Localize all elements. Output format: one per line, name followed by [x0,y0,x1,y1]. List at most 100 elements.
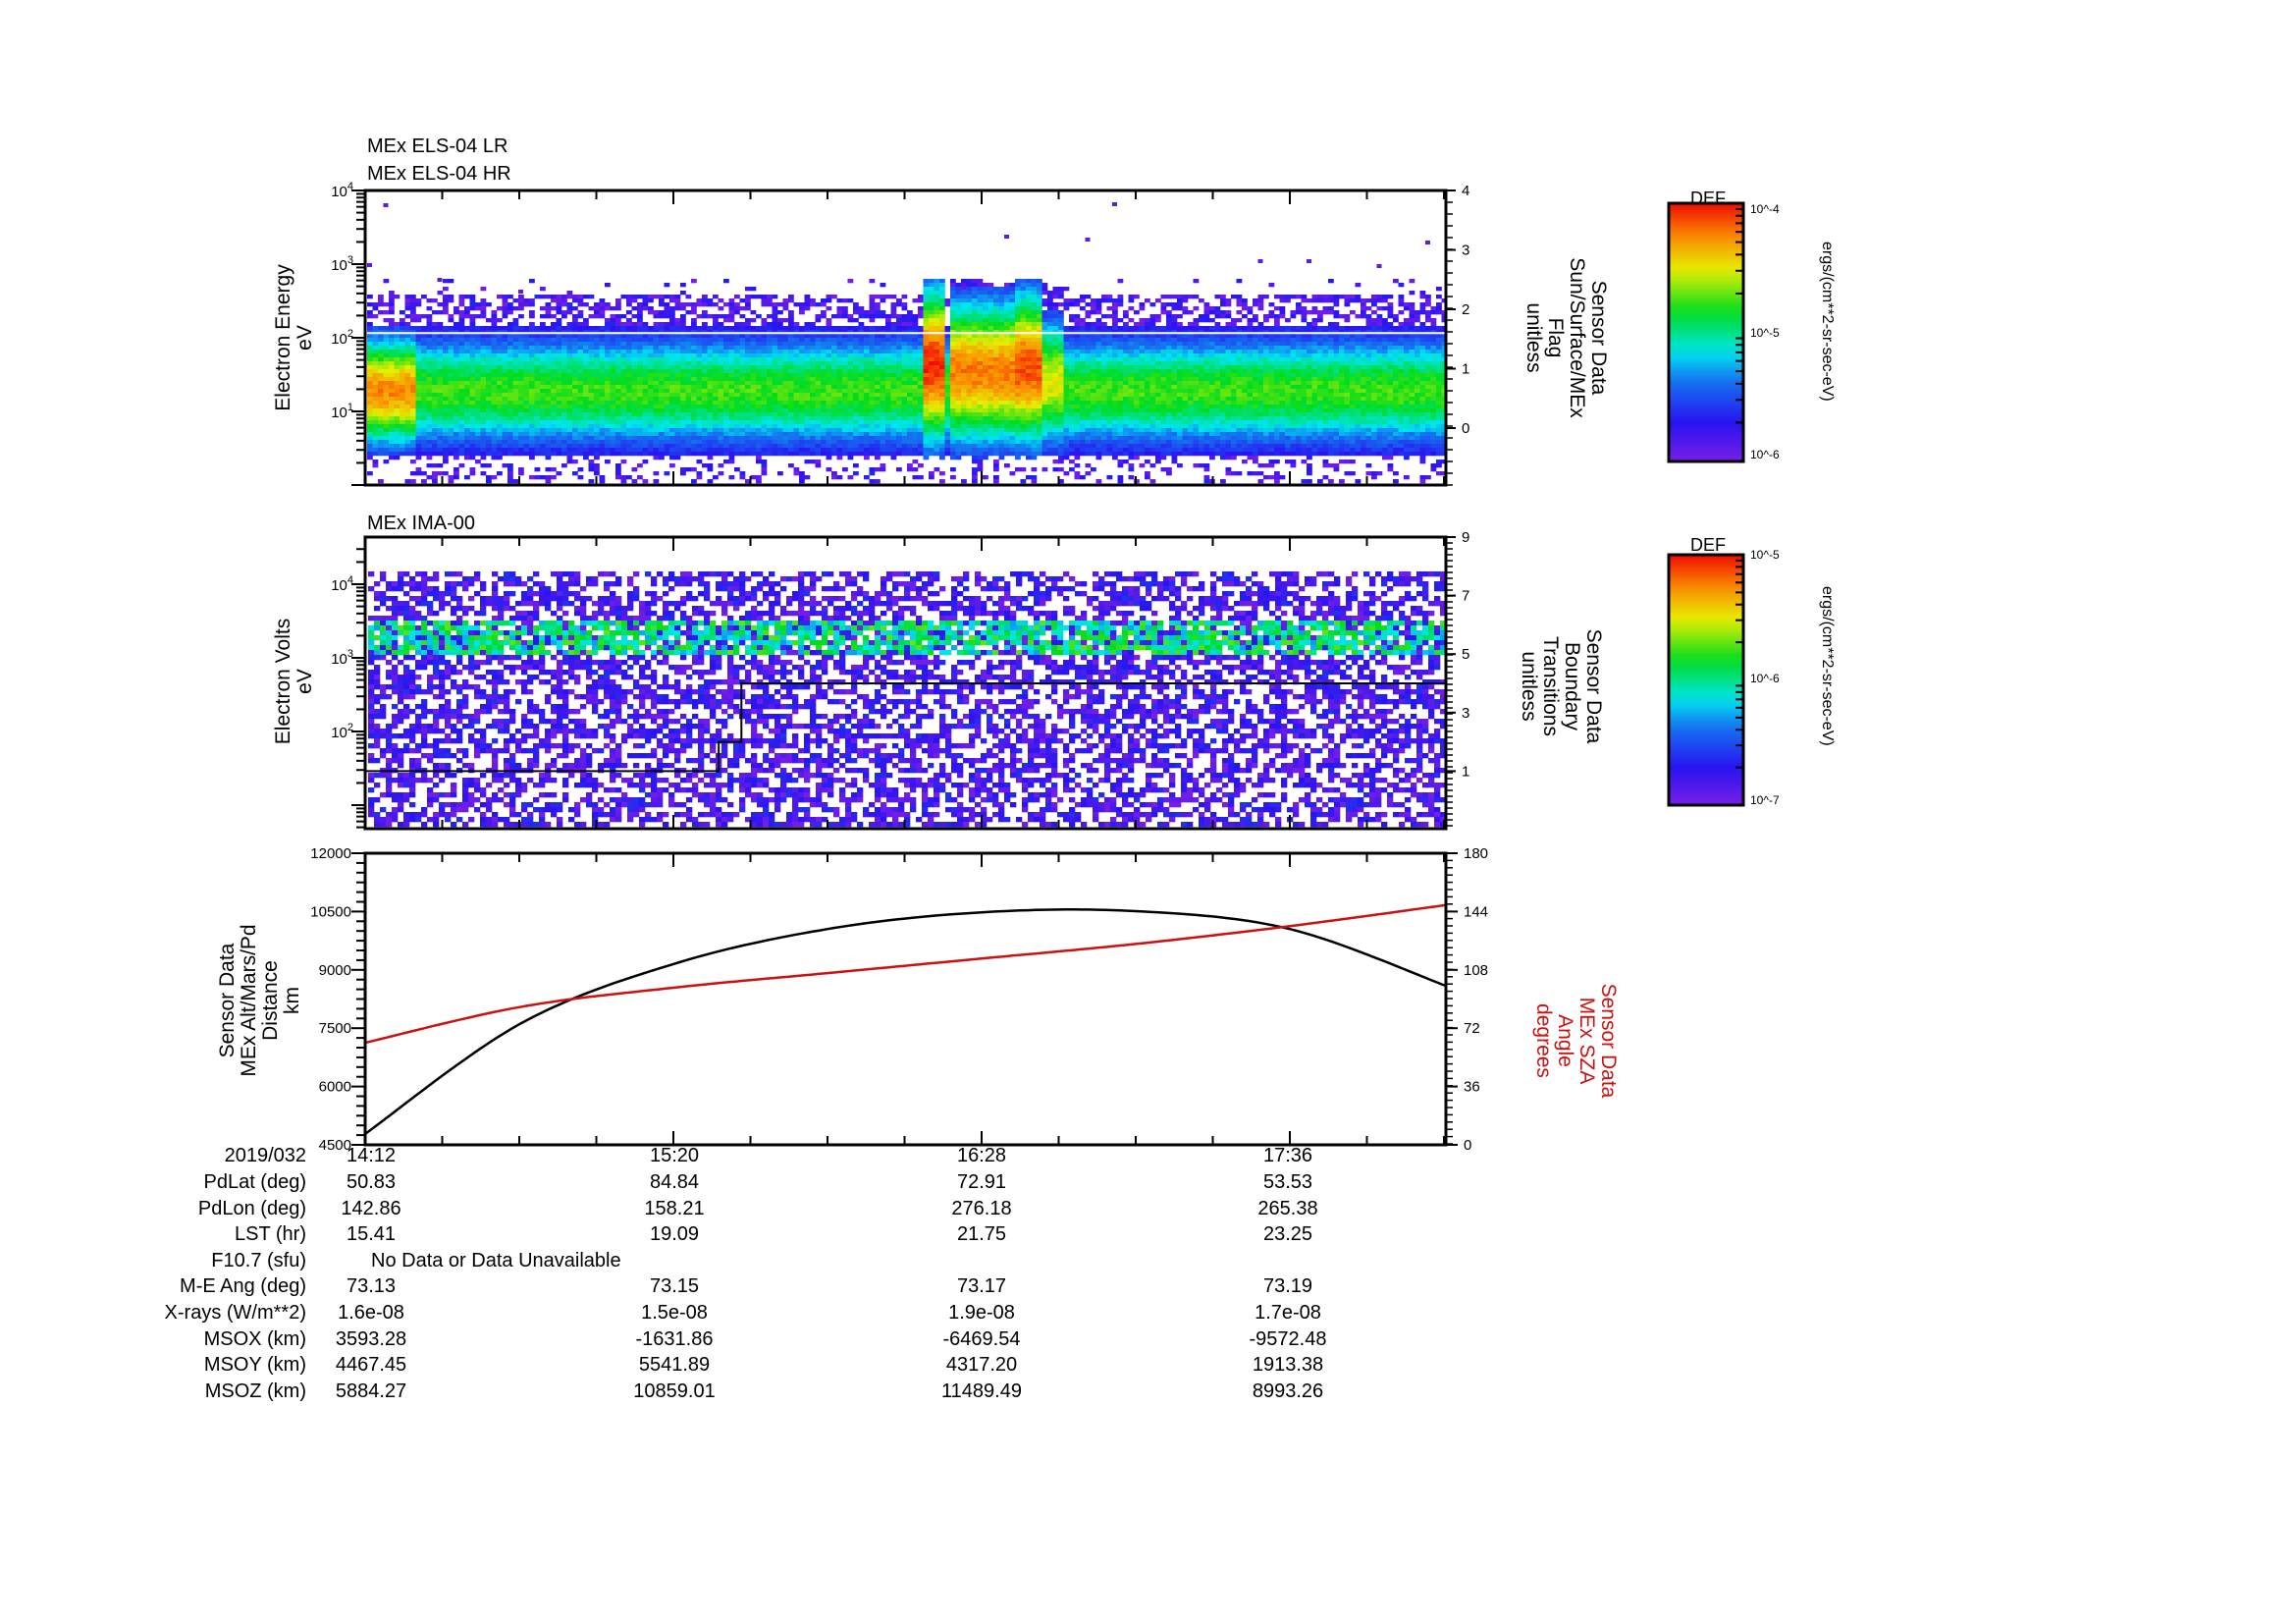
x-tick-2: 16:28 [956,1145,1007,1166]
orbit-line-plot: 12000 10500 9000 7500 6000 4500 180 144 108 72 36 0 [310,845,1488,1154]
els-y-tick-label: 102 [331,328,353,348]
info-row-value: 73.17 [956,1275,1007,1297]
els-y-tick-label: 103 [331,254,353,274]
orbit-right-ylabel-line2: MEx SZA [1575,997,1598,1085]
ima-right-ylabel: Sensor Data Boundary Transitions unitles… [1518,588,1605,784]
info-row-label: MSOX (km) [203,1328,306,1350]
orbit-right-tick-label: 144 [1464,903,1488,920]
ima-right-tick-label: 9 [1462,529,1469,546]
info-row-value: 1913.38 [1252,1354,1324,1376]
info-row-value: 15.41 [346,1223,397,1245]
orbit-right-ylabel-line1: Sensor Data [1597,983,1620,1099]
info-row-value: 5541.89 [638,1354,711,1376]
info-row-value: 142.86 [341,1198,401,1219]
els-cb-tick-min: 10^-6 [1750,448,1780,461]
info-row-value: 72.91 [956,1171,1007,1193]
orbit-right-tick-label: 0 [1464,1137,1471,1154]
sza-line [364,903,1447,1045]
info-row-span-text: No Data or Data Unavailable [371,1250,621,1271]
els-right-ylabel-line3: Flag [1544,317,1567,358]
info-row-value: 1.7e-08 [1255,1302,1321,1324]
ima-ylabel-line1: Electron Volts [272,618,294,745]
info-row-label: PdLat (deg) [203,1171,306,1193]
orbit-ylabel-line3: Distance [259,960,282,1041]
ima-colorbar-unit: ergs/(cm**2-sr-sec-eV) [1819,586,1836,746]
info-row-value: 73.15 [649,1275,700,1297]
els-right-ylabel-line4: unitless [1522,302,1545,373]
info-row-value: 21.75 [956,1223,1007,1245]
info-row-value: 1.9e-08 [948,1302,1015,1324]
orbit-y-tick-label: 10500 [310,903,351,920]
els-y-tick-label: 104 [331,181,353,200]
orbit-ylabel-line1: Sensor Data [216,943,239,1058]
orbit-right-tick-label: 72 [1464,1020,1480,1037]
ima-y-tick-label: 102 [331,722,353,741]
ima-right-tick-label: 3 [1462,705,1469,722]
els-cb-tick-mid: 10^-5 [1750,326,1780,340]
plot-frame [363,851,1448,1147]
info-row-value: 1.5e-08 [641,1302,708,1324]
info-row-value: 158.21 [644,1198,705,1219]
info-row-value: 5884.27 [335,1380,407,1402]
orbit-right-ylabel-line4: degrees [1532,1003,1555,1078]
orbit-right-tick-label: 180 [1464,845,1488,862]
els-right-ylabel-line2: Sun/Surface/MEx [1566,257,1588,418]
els-right-tick-label: 3 [1462,243,1469,259]
info-row-label: MSOY (km) [203,1354,306,1376]
x-tick-0: 14:12 [346,1145,397,1166]
els-spectrogram: 104 103 102 101 4 3 2 1 0 [331,181,1469,487]
els-colorbar [1667,201,1745,463]
orbit-y-tick-label: 6000 [319,1079,351,1096]
x-axis-date: 2019/032 [224,1145,306,1166]
altitude-line [364,908,1447,1135]
orbit-ylabel-line2: MEx Alt/Mars/Pd [238,924,260,1077]
ima-right-tick-label: 5 [1462,646,1469,663]
ima-title: MEx IMA-00 [367,513,476,534]
ima-right-ylabel-line2: Boundary [1561,642,1583,730]
els-right-tick-label: 1 [1462,361,1469,378]
els-title-hr: MEx ELS-04 HR [367,163,511,185]
info-row-label: F10.7 (sfu) [211,1250,306,1271]
els-right-tick-label: 2 [1462,301,1469,318]
info-row-value: 4317.20 [945,1354,1018,1376]
info-row-label: LST (hr) [235,1223,306,1245]
info-row-label: M-E Ang (deg) [180,1275,306,1297]
ima-spectrogram: 104 103 102 9 7 5 3 1 [331,529,1469,831]
ima-right-tick-label: 1 [1462,763,1469,780]
orbit-ylabel: Sensor Data MEx Alt/Mars/Pd Distance km [216,878,303,1123]
ima-y-tick-label: 103 [331,648,353,668]
info-row-value: 1.6e-08 [338,1302,404,1324]
ima-ylabel: Electron Volts eV [272,568,316,794]
ima-right-tick-label: 7 [1462,588,1469,605]
els-right-ylabel-line1: Sensor Data [1587,280,1610,396]
ima-ylabel-line2: eV [294,669,316,694]
orbit-y-tick-label: 12000 [310,845,351,862]
ima-y-tick-label: 104 [331,574,353,594]
info-row-value: -9572.48 [1249,1328,1327,1350]
ima-cb-tick-min: 10^-7 [1750,793,1780,807]
els-y-tick-label: 101 [331,402,353,421]
orbit-y-tick-label: 7500 [319,1020,351,1037]
info-row-value: 265.38 [1257,1198,1318,1219]
info-row-label: PdLon (deg) [197,1198,306,1219]
els-ylabel: Electron Energy eV [272,225,316,451]
orbit-y-tick-label: 9000 [319,962,351,979]
orbit-right-tick-label: 108 [1464,962,1488,979]
els-right-tick-label: 0 [1462,420,1469,437]
info-row-value: 53.53 [1262,1171,1313,1193]
orbit-ylabel-line4: km [281,987,303,1014]
info-row-value: 4467.45 [335,1354,407,1376]
info-row-label: X-rays (W/m**2) [164,1302,306,1324]
info-row-value: 276.18 [951,1198,1012,1219]
ima-right-ylabel-line4: unitless [1518,651,1540,722]
els-title-lr: MEx ELS-04 LR [367,135,508,157]
orbit-y-tick-label: 4500 [319,1137,351,1154]
els-ylabel-line2: eV [294,325,316,351]
info-row-value: 8993.26 [1252,1380,1324,1402]
x-tick-3: 17:36 [1262,1145,1313,1166]
els-right-ylabel: Sensor Data Sun/Surface/MEx Flag unitles… [1522,230,1610,446]
info-row-value: 73.19 [1262,1275,1313,1297]
ima-cb-tick-max: 10^-5 [1750,548,1780,562]
ima-cb-tick-mid: 10^-6 [1750,672,1780,685]
